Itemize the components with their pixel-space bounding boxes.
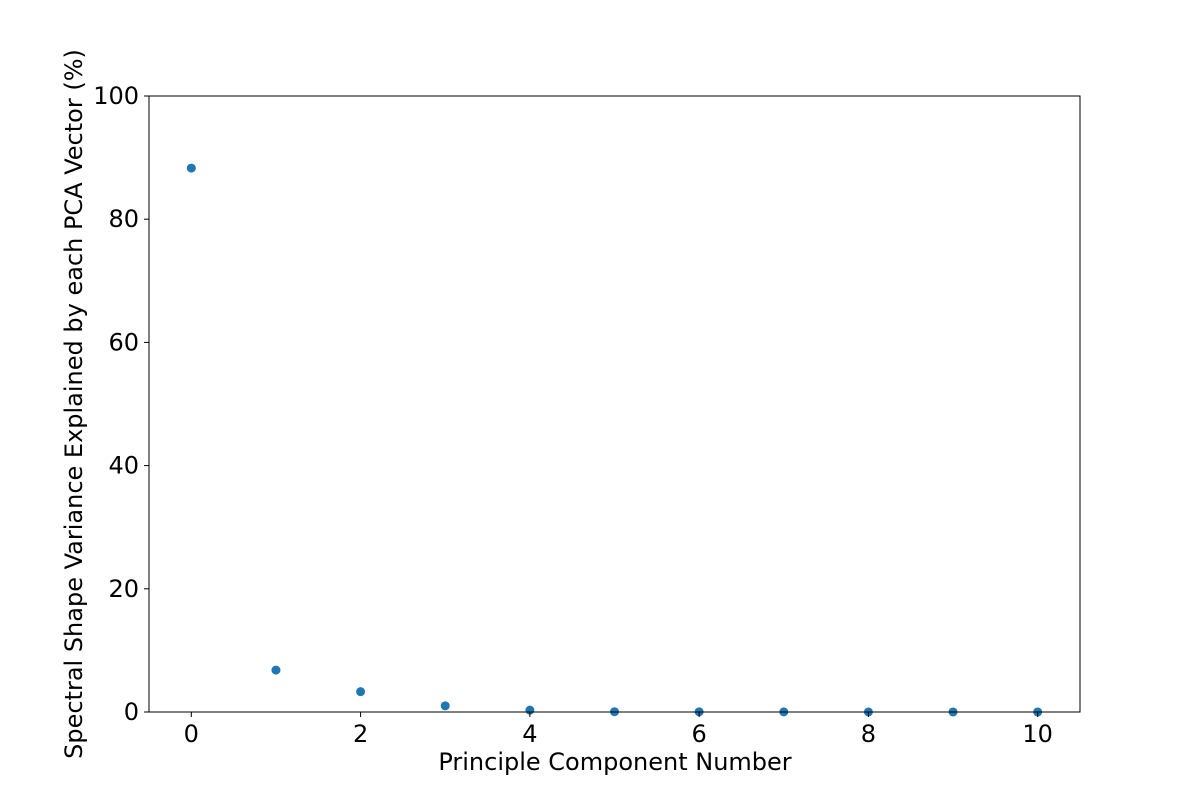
y-tick-label: 80 xyxy=(108,205,139,233)
x-axis-label: Principle Component Number xyxy=(438,748,791,776)
plot-area xyxy=(149,96,1080,712)
y-axis-label: Spectral Shape Variance Explained by eac… xyxy=(60,49,88,759)
y-axis-ticks: 0 20 40 60 80 100 xyxy=(93,82,149,726)
data-point xyxy=(440,701,450,711)
x-tick-label: 0 xyxy=(184,720,199,748)
x-tick-label: 6 xyxy=(691,720,706,748)
data-point xyxy=(186,163,196,173)
y-tick-label: 100 xyxy=(93,82,139,110)
data-point xyxy=(271,665,281,675)
x-axis-ticks: 0 2 4 6 8 10 xyxy=(184,712,1053,748)
y-tick-label: 0 xyxy=(124,698,139,726)
x-tick-label: 8 xyxy=(861,720,876,748)
x-tick-label: 10 xyxy=(1022,720,1053,748)
y-tick-label: 40 xyxy=(108,452,139,480)
data-point xyxy=(356,687,366,697)
y-tick-label: 60 xyxy=(108,328,139,356)
x-tick-label: 2 xyxy=(353,720,368,748)
x-tick-label: 4 xyxy=(522,720,537,748)
y-tick-label: 20 xyxy=(108,575,139,603)
plot-frame xyxy=(148,95,1081,713)
